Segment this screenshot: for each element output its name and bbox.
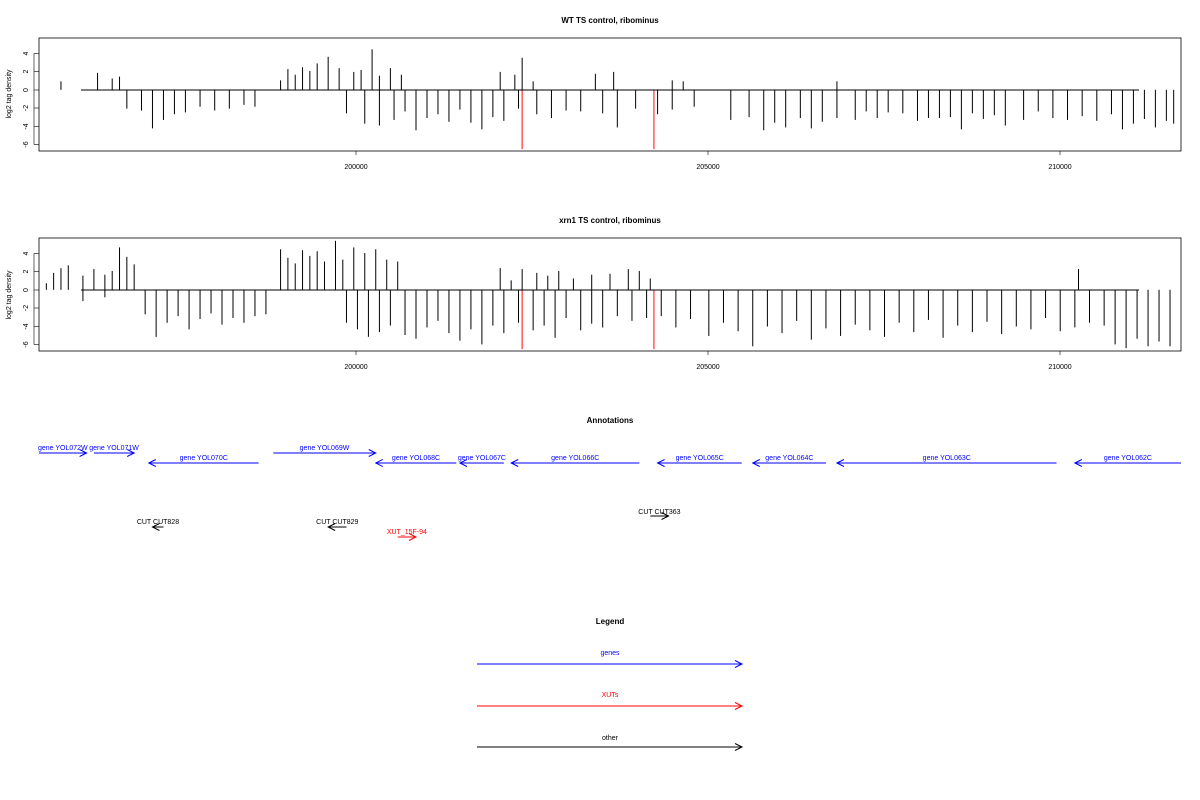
wt-y-tick-label: 2 <box>23 69 30 73</box>
wt-x-tick-label: 205000 <box>696 164 719 171</box>
legend-title: Legend <box>596 617 625 626</box>
wt-track-panel: WT TS control, ribominus log2 tag densit… <box>6 16 1182 171</box>
annotation-label: gene YOL069W <box>300 445 350 452</box>
wt-x-axis: 200000 205000 210000 <box>344 151 1072 171</box>
annotation-label: XUT_15F-94 <box>387 529 427 536</box>
wt-bars <box>60 49 1175 131</box>
xrn1-bars <box>45 240 1171 349</box>
legend-item-other: other <box>477 735 744 751</box>
annotation-label: CUT CUT363 <box>638 509 680 516</box>
annotation-feature: CUT CUT828 <box>137 519 179 531</box>
annotation-label: gene YOL067C <box>458 455 506 462</box>
wt-highlights <box>521 89 655 150</box>
wt-y-tick-label: 4 <box>23 51 30 55</box>
xrn1-highlights <box>521 289 655 350</box>
xrn1-y-tick-label: -2 <box>23 305 30 311</box>
xrn1-plot-frame <box>38 237 1182 352</box>
xrn1-y-tick-label: -4 <box>23 323 30 329</box>
legend: Legend genes XUTs other <box>477 617 744 751</box>
legend-item-xuts: XUTs <box>477 692 744 710</box>
annotation-feature: CUT CUT829 <box>316 519 359 531</box>
wt-y-tick-label: -6 <box>23 141 30 147</box>
annotation-label: gene YOL071W <box>89 445 139 452</box>
xrn1-y-tick-label: 0 <box>23 288 30 292</box>
annotation-feature: gene YOL072W <box>38 445 88 457</box>
annotation-label: gene YOL066C <box>551 455 599 462</box>
annotation-label: gene YOL068C <box>392 455 440 462</box>
annotation-feature: gene YOL066C <box>510 455 640 467</box>
wt-y-tick-label: -2 <box>23 105 30 111</box>
wt-x-tick-label: 210000 <box>1048 164 1071 171</box>
annotation-feature: gene YOL069W <box>273 445 377 457</box>
annotation-label: gene YOL064C <box>765 455 813 462</box>
wt-y-axis: 4 2 0 -2 -4 -6 <box>23 51 39 148</box>
annotations-title: Annotations <box>587 416 634 425</box>
annotation-label: gene YOL062C <box>1104 455 1152 462</box>
annotation-feature: CUT CUT363 <box>638 509 681 520</box>
legend-item-genes: genes <box>477 650 744 668</box>
xrn1-track-title: xrn1 TS control, ribominus <box>559 216 661 225</box>
annotation-label: CUT CUT828 <box>137 519 179 526</box>
wt-plot-frame <box>38 37 1182 152</box>
legend-other-label: other <box>602 735 619 742</box>
annotation-feature: gene YOL068C <box>374 455 457 467</box>
annotation-label: gene YOL072W <box>38 445 88 452</box>
annotation-feature: gene YOL070C <box>147 455 259 467</box>
annotations-panel: Annotations gene YOL072W gene YOL071Wgene… <box>38 416 1181 541</box>
annotation-feature: gene YOL065C <box>656 455 742 467</box>
xrn1-x-tick-label: 200000 <box>344 364 367 371</box>
annotation-feature: gene YOL064C <box>751 455 826 467</box>
xrn1-y-tick-label: 2 <box>23 269 30 273</box>
annotation-feature: gene YOL071W <box>89 445 139 457</box>
annotation-feature: XUT_15F-94 <box>387 529 427 541</box>
legend-genes-label: genes <box>600 650 620 657</box>
xrn1-y-axis: 4 2 0 -2 -4 -6 <box>23 251 39 348</box>
wt-y-axis-label: log2 tag density <box>6 69 13 119</box>
wt-x-tick-label: 200000 <box>344 164 367 171</box>
annotation-label: gene YOL063C <box>923 455 971 462</box>
xrn1-x-tick-label: 205000 <box>696 364 719 371</box>
annotation-label: CUT CUT829 <box>316 519 358 526</box>
xrn1-y-tick-label: -6 <box>23 341 30 347</box>
xrn1-y-axis-label: log2 tag density <box>6 270 13 320</box>
annotation-features: gene YOL072W gene YOL071W gene YOL070C gene… <box>38 445 1181 541</box>
annotation-label: gene YOL065C <box>676 455 724 462</box>
legend-xuts-label: XUTs <box>602 692 619 699</box>
wt-track-title: WT TS control, ribominus <box>561 16 659 25</box>
annotation-label: gene YOL070C <box>180 455 228 462</box>
annotation-feature: gene YOL063C <box>835 455 1057 467</box>
xrn1-y-tick-label: 4 <box>23 251 30 255</box>
wt-y-tick-label: -4 <box>23 123 30 129</box>
annotation-feature: gene YOL067C <box>458 455 506 467</box>
annotation-feature: gene YOL062C <box>1073 455 1181 467</box>
xrn1-x-axis: 200000 205000 210000 <box>344 351 1072 371</box>
wt-y-tick-label: 0 <box>23 88 30 92</box>
xrn1-x-tick-label: 210000 <box>1048 364 1071 371</box>
xrn1-track-panel: xrn1 TS control, ribominus log2 tag dens… <box>6 216 1182 371</box>
